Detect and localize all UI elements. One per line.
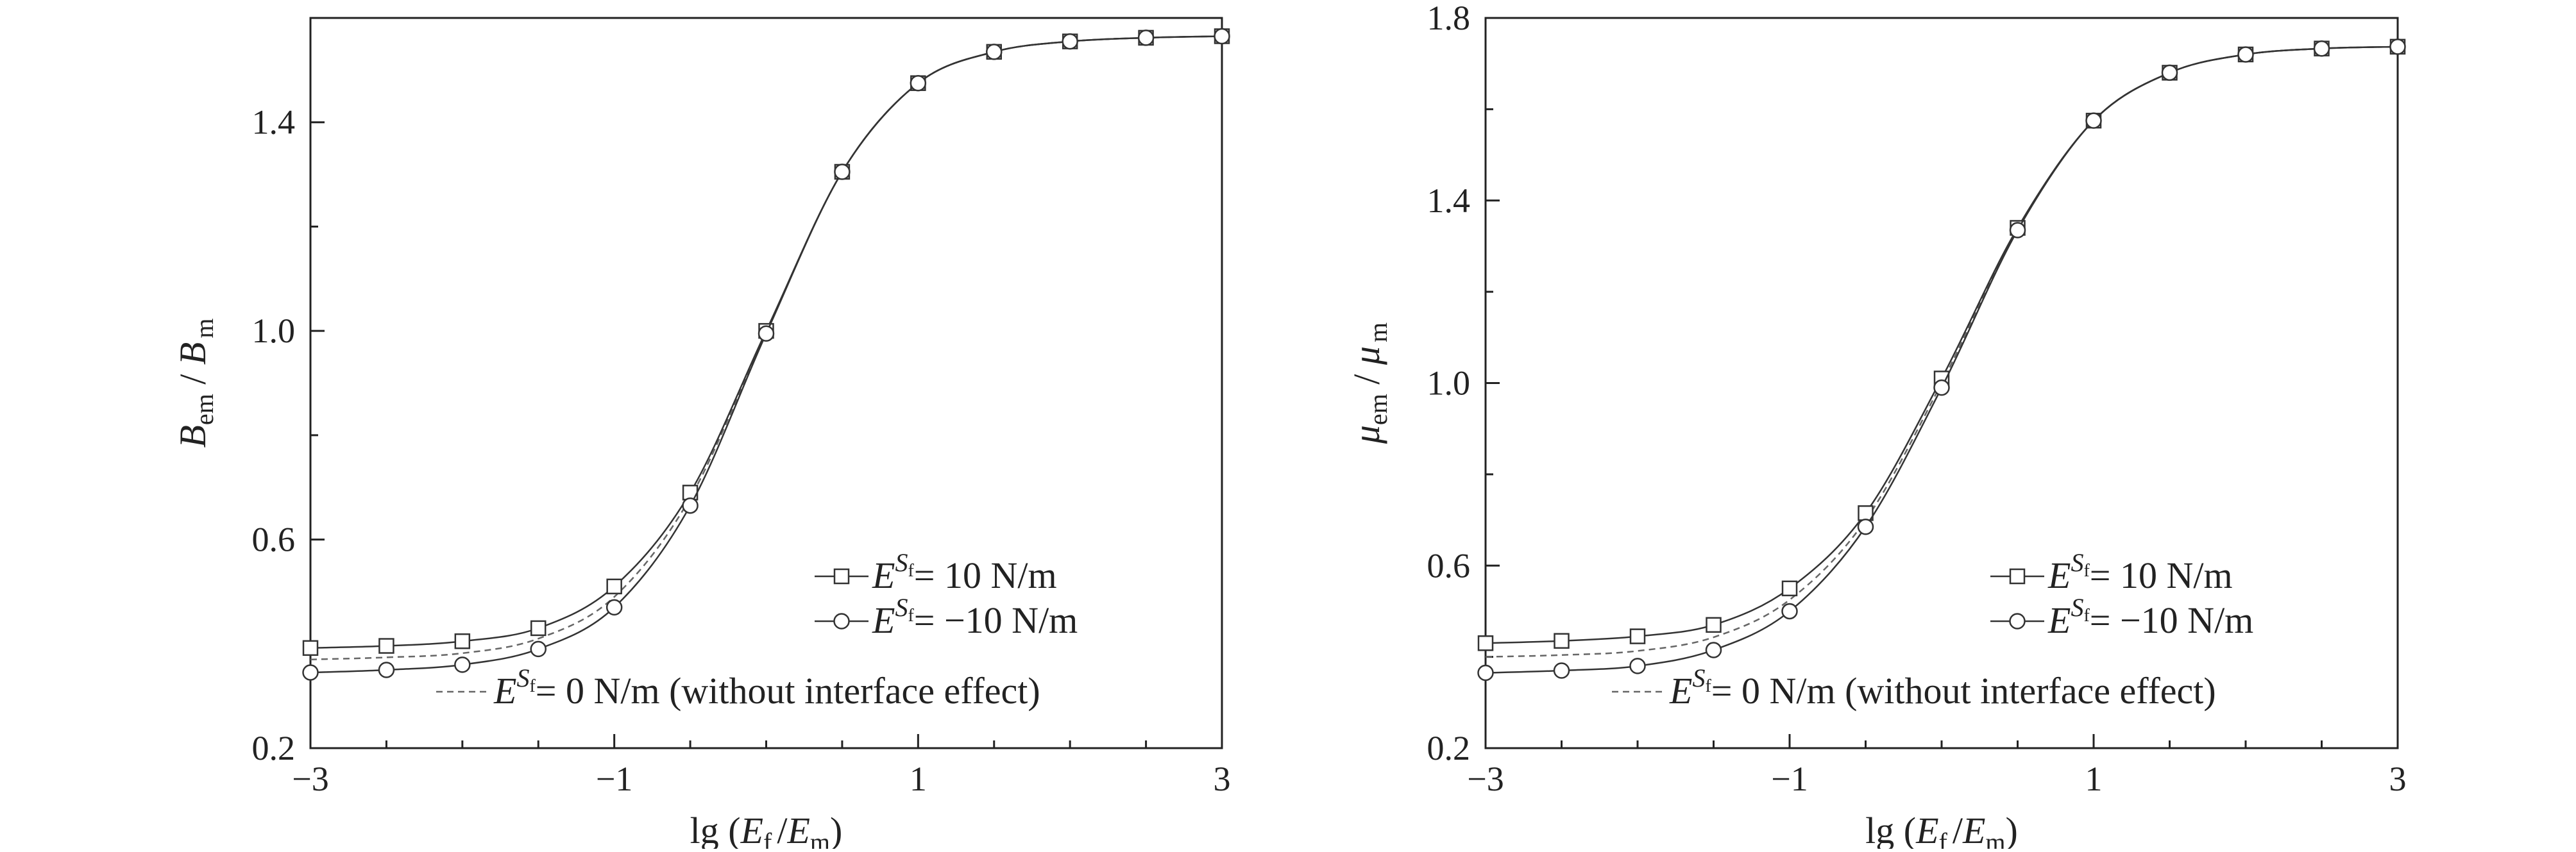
legend-label: ESf= 10 N/m — [872, 548, 1057, 596]
data-point-circle — [2009, 222, 2026, 238]
series-line-3 — [1485, 46, 2398, 658]
series-line-2 — [1485, 46, 2398, 674]
y-tick-label: 1.0 — [1427, 364, 1471, 403]
legend-label: ESf= 10 N/m — [2047, 548, 2233, 596]
data-point-circle — [2161, 64, 2178, 81]
data-point-square — [1706, 617, 1722, 633]
data-point-square — [1781, 580, 1798, 597]
plot-frame — [309, 17, 1223, 749]
y-tick-label: 1.0 — [252, 312, 296, 350]
legend-label: ESf= −10 N/m — [872, 593, 1078, 641]
data-point-circle — [454, 656, 471, 673]
y-tick-label: 0.6 — [252, 521, 296, 559]
data-point-circle — [2389, 38, 2406, 55]
legend-entry-2: ESf= −10 N/m — [1990, 593, 2253, 641]
x-axis-label: lg (Ef/Em) — [690, 810, 843, 849]
data-point-circle — [758, 325, 775, 342]
x-tick-label: 1 — [910, 760, 927, 798]
legend-entry-2: ESf= −10 N/m — [815, 593, 1078, 641]
x-axis-label: lg (Ef/Em) — [1865, 810, 2018, 849]
data-point-circle — [986, 44, 1003, 60]
data-point-circle — [834, 163, 851, 180]
data-point-circle — [1857, 518, 1874, 535]
data-point-square — [1554, 633, 1570, 649]
y-tick-label: 0.6 — [1427, 546, 1471, 585]
x-tick-label: 3 — [2389, 760, 2407, 798]
y-tick-label: 1.8 — [1427, 0, 1471, 37]
chart-panel-1: −3 −1 1 3 0.2 0.6 1.0 1.4 lg (Ef/Em) Bem / Bm ESf=… — [172, 17, 1231, 852]
legend-entry-3: ESf= 0 N/m (without interface effect) — [436, 664, 1040, 712]
data-point-circle — [1137, 29, 1155, 46]
legend-marker-square — [833, 568, 850, 585]
legend-entry-1: ESf= 10 N/m — [815, 548, 1057, 596]
data-point-circle — [1629, 658, 1646, 674]
chart-panel-2: −3 −1 1 3 0.2 0.6 1.0 1.4 1.8 lg (Ef/Em) μem / μm E… — [1346, 0, 2407, 852]
series-line-1 — [1485, 46, 2398, 644]
y-tick-label: 0.2 — [1427, 729, 1471, 767]
legend-marker-circle — [833, 613, 850, 630]
data-point-circle — [1214, 28, 1230, 45]
y-tick-label: 1.4 — [1427, 181, 1471, 220]
data-point-circle — [682, 497, 699, 514]
data-point-circle — [1781, 603, 1798, 620]
x-tick-label: 3 — [1214, 760, 1231, 798]
data-point-square — [1629, 628, 1646, 644]
y-tick-label: 0.2 — [252, 729, 296, 767]
legend-label: ESf= 0 N/m (without interface effect) — [493, 664, 1040, 712]
series-line-2 — [310, 35, 1223, 674]
legend-marker-square — [2009, 568, 2026, 585]
data-point-square — [606, 578, 622, 595]
data-point-circle — [2237, 46, 2254, 63]
y-axis-label: Bem / Bm — [172, 319, 219, 448]
legend-marker-circle — [2009, 613, 2026, 630]
data-point-square — [454, 633, 471, 649]
y-tick-label: 1.4 — [252, 103, 296, 142]
x-tick-label: −3 — [292, 760, 328, 798]
data-point-square — [1477, 635, 1494, 651]
x-tick-label: −1 — [596, 760, 632, 798]
data-point-circle — [530, 640, 547, 658]
y-axis-label: μem / μm — [1346, 322, 1393, 444]
data-point-circle — [910, 74, 927, 92]
data-point-circle — [606, 599, 623, 616]
data-point-circle — [1553, 662, 1570, 679]
x-tick-label: −1 — [1771, 760, 1808, 798]
data-point-circle — [378, 662, 395, 678]
data-point-square — [530, 620, 547, 637]
legend-entry-3: ESf= 0 N/m (without interface effect) — [1612, 664, 2216, 712]
data-point-square — [302, 640, 319, 656]
data-point-circle — [1477, 664, 1494, 681]
legend-entry-1: ESf= 10 N/m — [1990, 548, 2233, 596]
data-point-circle — [302, 664, 319, 681]
data-point-circle — [1062, 33, 1078, 50]
x-tick-label: 1 — [2085, 760, 2103, 798]
legend-label: ESf= −10 N/m — [2047, 593, 2253, 641]
legend-label: ESf= 0 N/m (without interface effect) — [1669, 664, 2216, 712]
series-line-1 — [310, 35, 1223, 649]
data-point-square — [378, 638, 394, 654]
data-point-circle — [2313, 40, 2330, 57]
data-point-circle — [2085, 112, 2102, 129]
data-point-circle — [1933, 379, 1950, 396]
series-line-3 — [310, 35, 1223, 660]
x-tick-label: −3 — [1467, 760, 1504, 798]
data-point-circle — [1705, 642, 1722, 658]
